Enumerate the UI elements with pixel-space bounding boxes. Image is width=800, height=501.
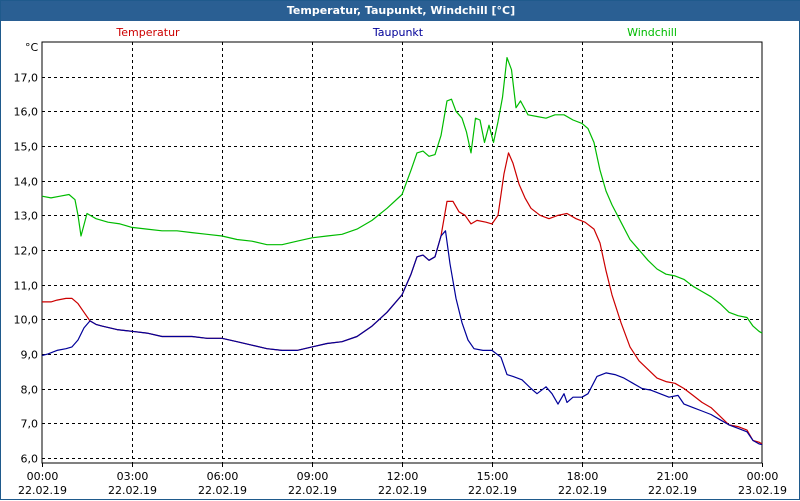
x-tick-time: 21:00: [657, 470, 689, 483]
x-tick-time: 00:00: [27, 470, 59, 483]
x-tick-time: 15:00: [477, 470, 509, 483]
x-tick-time: 00:00: [747, 470, 779, 483]
x-tick-date: 22.02.19: [18, 484, 67, 497]
series-line-windchill: [41, 57, 763, 334]
x-tick-date: 22.02.19: [198, 484, 247, 497]
y-tick-label: 7,0: [21, 418, 39, 431]
x-tick-time: 09:00: [297, 470, 329, 483]
y-tick-label: 10,0: [14, 314, 39, 327]
x-tick-date: 22.02.19: [378, 484, 427, 497]
y-tick-label: 16,0: [14, 106, 39, 119]
y-tick-label: 11,0: [14, 280, 39, 293]
x-tick-time: 12:00: [387, 470, 419, 483]
y-tick-label: 14,0: [14, 176, 39, 189]
x-tick-date: 22.02.19: [288, 484, 337, 497]
series-line-taupunkt: [41, 230, 763, 446]
x-tick-date: 22.02.19: [648, 484, 697, 497]
chart-title: Temperatur, Taupunkt, Windchill [°C]: [1, 1, 800, 21]
y-tick-label: 9,0: [21, 349, 39, 362]
legend-windchill: Windchill: [627, 26, 677, 39]
x-tick-time: 18:00: [567, 470, 599, 483]
legend-taupunkt: Taupunkt: [372, 26, 424, 39]
y-axis-unit: °C: [25, 41, 39, 54]
x-tick-date: 23.02.19: [738, 484, 787, 497]
x-tick-time: 06:00: [207, 470, 239, 483]
x-tick-date: 22.02.19: [108, 484, 157, 497]
x-tick-date: 22.02.19: [558, 484, 607, 497]
y-tick-label: 17,0: [14, 72, 39, 85]
x-tick-date: 22.02.19: [468, 484, 517, 497]
y-tick-label: 13,0: [14, 210, 39, 223]
y-tick-label: 6,0: [21, 453, 39, 466]
y-tick-label: 12,0: [14, 245, 39, 258]
y-tick-label: 15,0: [14, 141, 39, 154]
legend-temperatur: Temperatur: [115, 26, 180, 39]
y-tick-label: 8,0: [21, 384, 39, 397]
x-tick-time: 03:00: [117, 470, 149, 483]
line-chart: 6,0 7,0 8,0 9,0 10,0 11,0 12,0 13,0 14,0 15,0 16,0…: [14, 26, 787, 497]
